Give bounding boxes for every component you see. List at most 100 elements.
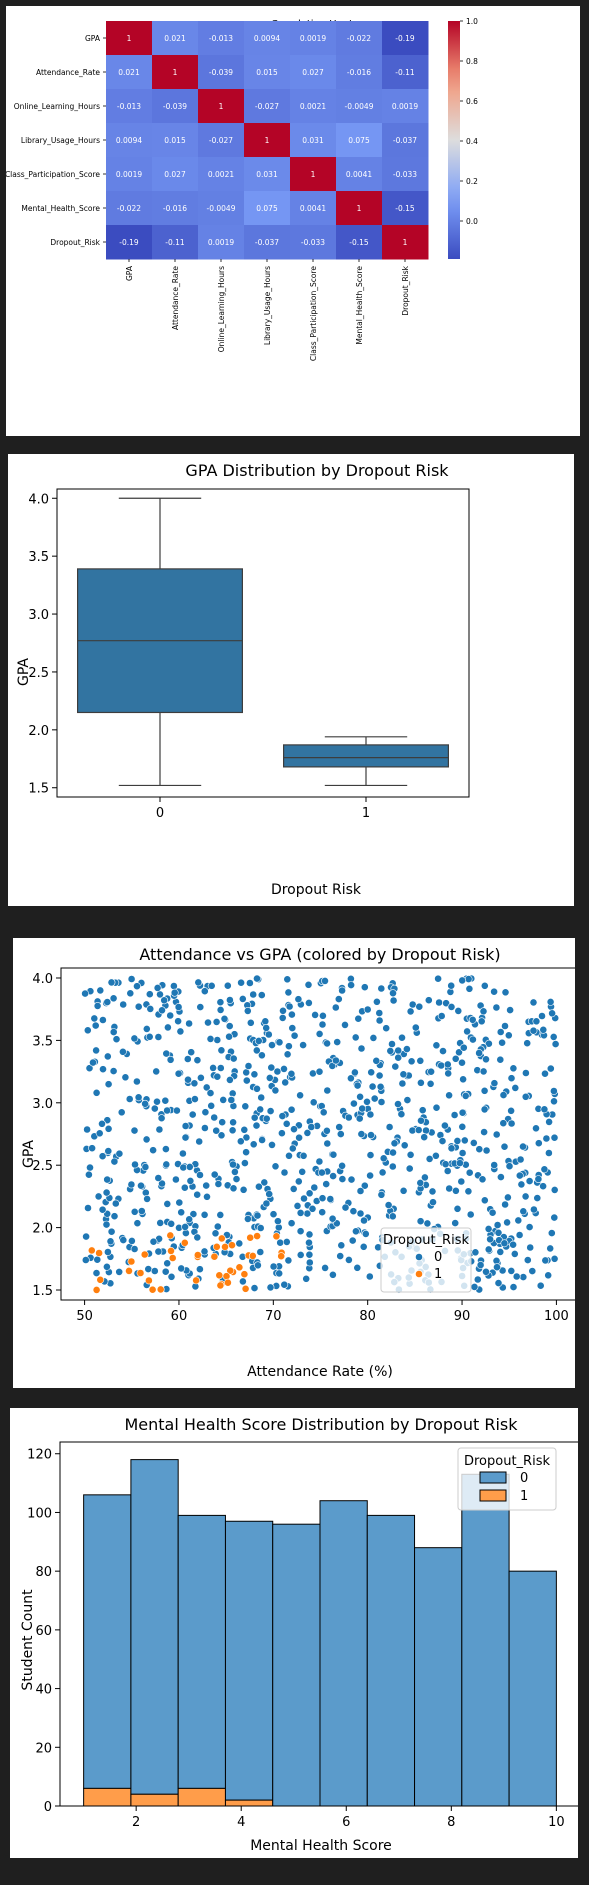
- scatter-point: [461, 1091, 470, 1100]
- scatter-point: [542, 1134, 551, 1143]
- scatter-point: [206, 1035, 215, 1043]
- scatter-point: [216, 1281, 225, 1290]
- scatter-point: [235, 1263, 244, 1272]
- scatter-point: [126, 989, 135, 998]
- scatter-axes-frame: [60, 967, 575, 1301]
- scatter-point: [463, 1027, 471, 1036]
- scatter-point: [104, 1147, 113, 1155]
- scatter-point: [174, 1069, 183, 1078]
- scatter-point: [471, 1248, 480, 1257]
- scatter-point: [153, 1097, 161, 1106]
- scatter-point: [506, 1006, 514, 1014]
- histogram-chart: Mental Health Score Distribution by Drop…: [20, 1415, 578, 1854]
- scatter-point: [458, 1122, 467, 1131]
- scatter-point: [81, 989, 89, 998]
- heatmap-cell-value: -0.11: [165, 238, 185, 247]
- scatter-point: [160, 996, 169, 1005]
- scatter-point: [267, 1063, 276, 1072]
- histogram-bar: [224, 1799, 274, 1807]
- scatter-point: [323, 1086, 332, 1095]
- histogram-axes-frame: [59, 1441, 578, 1807]
- scatter-point: [217, 1234, 226, 1243]
- scatter-point: [391, 1062, 400, 1071]
- scatter-point: [486, 1235, 494, 1244]
- scatter-point: [287, 1219, 296, 1228]
- scatter-point: [479, 1067, 488, 1076]
- scatter-point: [121, 1073, 130, 1082]
- scatter-point: [541, 1069, 549, 1078]
- scatter-point: [389, 1148, 397, 1157]
- scatter-point: [403, 1096, 412, 1104]
- heatmap-cell-value: -0.11: [395, 68, 415, 77]
- colorbar-tick-label: 0.2: [466, 177, 478, 186]
- scatter-point: [441, 1160, 450, 1169]
- scatter-point: [181, 1122, 190, 1130]
- scatter-point: [128, 1236, 136, 1245]
- scatter-point: [157, 1114, 166, 1123]
- heatmap-cell: [106, 21, 153, 56]
- scatter-point: [519, 1273, 528, 1281]
- heatmap-cell: [382, 157, 429, 192]
- scatter-point: [86, 1163, 94, 1172]
- heatmap-cell-value: -0.037: [255, 238, 279, 247]
- scatter-point: [175, 1198, 184, 1207]
- heatmap-cell-value: -0.033: [301, 238, 325, 247]
- scatter-point: [298, 1167, 307, 1176]
- scatter-point: [285, 1151, 293, 1160]
- scatter-point: [521, 1192, 530, 1201]
- scatter-point: [202, 1083, 211, 1092]
- histogram-ytick-label: 120: [27, 1448, 52, 1463]
- scatter-point: [253, 974, 261, 983]
- scatter-point: [275, 1038, 284, 1047]
- scatter-point: [296, 1091, 304, 1100]
- scatter-point: [210, 1113, 219, 1122]
- histogram-ytick-label: 20: [35, 1741, 52, 1756]
- heatmap-cell: [382, 89, 429, 124]
- scatter-point: [464, 975, 473, 983]
- scatter-point: [318, 1020, 327, 1029]
- scatter-xtick-label: 80: [359, 1309, 376, 1324]
- scatter-point: [359, 1242, 368, 1251]
- heatmap-cell: [382, 191, 429, 226]
- scatter-point: [509, 1064, 518, 1073]
- scatter-point: [242, 1133, 251, 1142]
- histogram-title: Mental Health Score Distribution by Drop…: [124, 1415, 518, 1434]
- scatter-point: [317, 1168, 326, 1177]
- heatmap-cell-value: -0.19: [395, 34, 415, 43]
- boxplot-chart: GPA Distribution by Dropout Risk 1.5 2.0 2…: [16, 461, 470, 898]
- scatter-point: [372, 1056, 381, 1065]
- scatter-point: [221, 1242, 229, 1251]
- heatmap-cell: [290, 55, 337, 90]
- scatter-point: [507, 1074, 516, 1083]
- heatmap-col-label: GPA: [125, 265, 134, 281]
- heatmap-col-label: Dropout_Risk: [401, 265, 410, 315]
- scatter-point: [432, 1041, 441, 1050]
- scatter-point: [281, 1078, 290, 1087]
- scatter-point: [207, 981, 216, 990]
- scatter-point: [305, 1258, 314, 1267]
- scatter-point: [278, 1014, 287, 1022]
- scatter-legend-label: 0: [434, 1250, 442, 1265]
- scatter-point: [83, 1125, 91, 1134]
- scatter-point: [117, 1108, 126, 1117]
- scatter-point: [273, 1067, 282, 1076]
- heatmap-cell: [336, 123, 383, 158]
- scatter-point: [142, 1135, 151, 1144]
- scatter-point: [272, 1232, 281, 1241]
- heatmap-cell: [382, 225, 429, 260]
- scatter-point: [416, 1056, 425, 1065]
- scatter-point: [416, 1178, 425, 1187]
- scatter-point: [111, 1199, 120, 1208]
- scatter-point: [278, 1112, 287, 1120]
- heatmap-col-label: Attendance_Rate: [171, 266, 180, 330]
- scatter-point: [546, 1064, 555, 1073]
- heatmap-cell: [290, 89, 337, 124]
- scatter-point: [185, 1019, 193, 1028]
- boxplot-xtick-label: 1: [362, 806, 370, 821]
- scatter-point: [195, 1137, 204, 1146]
- scatter-point: [388, 1212, 397, 1221]
- scatter-point: [212, 1126, 221, 1135]
- scatter-point: [200, 1247, 209, 1256]
- scatter-point: [443, 1167, 452, 1175]
- scatter-point: [95, 1129, 104, 1138]
